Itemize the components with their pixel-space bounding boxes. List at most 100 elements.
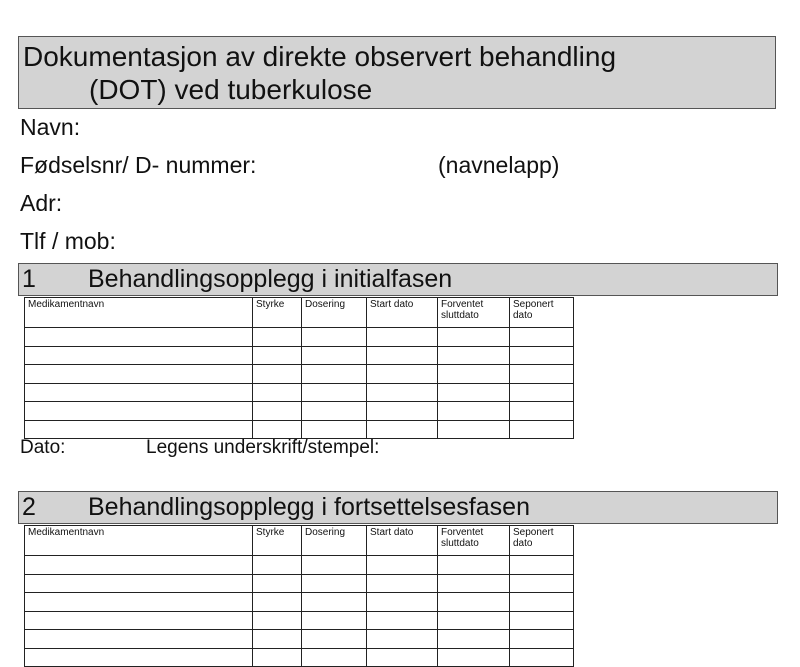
table-cell[interactable] (252, 382, 302, 402)
table-cell[interactable] (509, 629, 574, 649)
table-cell[interactable] (252, 364, 302, 384)
table-cell[interactable] (301, 327, 367, 347)
table-cell[interactable] (437, 382, 510, 402)
column-header: Medikamentnavn (24, 297, 253, 328)
table-cell[interactable] (509, 364, 574, 384)
column-header: Styrke (252, 297, 302, 328)
column-header: Dosering (301, 297, 367, 328)
table-cell[interactable] (437, 419, 510, 439)
section-number: 1 (22, 265, 36, 293)
table-cell[interactable] (252, 345, 302, 365)
table-cell[interactable] (437, 610, 510, 630)
table-cell[interactable] (366, 382, 438, 402)
table-row (24, 401, 574, 421)
table-cell[interactable] (437, 401, 510, 421)
section-title: Behandlingsopplegg i fortsettelsesfasen (88, 493, 530, 521)
table-cell[interactable] (24, 382, 253, 402)
table-cell[interactable] (509, 327, 574, 347)
table-cell[interactable] (301, 364, 367, 384)
table-cell[interactable] (24, 573, 253, 593)
table-cell[interactable] (366, 573, 438, 593)
table-cell[interactable] (24, 629, 253, 649)
table-cell[interactable] (437, 647, 510, 667)
table-cell[interactable] (437, 364, 510, 384)
table-cell[interactable] (252, 555, 302, 575)
table-cell[interactable] (437, 629, 510, 649)
table-cell[interactable] (252, 610, 302, 630)
table-cell[interactable] (301, 573, 367, 593)
navn-label: Navn: (20, 114, 81, 140)
table-cell[interactable] (509, 401, 574, 421)
table-cell[interactable] (252, 647, 302, 667)
table-cell[interactable] (24, 345, 253, 365)
tlf-label: Tlf / mob: (20, 228, 116, 254)
table-cell[interactable] (24, 610, 253, 630)
table-cell[interactable] (509, 382, 574, 402)
table-cell[interactable] (252, 629, 302, 649)
table-cell[interactable] (301, 592, 367, 612)
table-cell[interactable] (437, 555, 510, 575)
table-row (24, 345, 574, 365)
table-cell[interactable] (24, 401, 253, 421)
column-header: Medikamentnavn (24, 525, 253, 556)
table-cell[interactable] (24, 592, 253, 612)
column-header: Dosering (301, 525, 367, 556)
table-cell[interactable] (366, 364, 438, 384)
medication-table-continuation: Medikamentnavn Styrke Dosering Start dato Fo… (24, 525, 574, 667)
dato-label: Dato: (20, 437, 66, 458)
table-cell[interactable] (366, 401, 438, 421)
table-cell[interactable] (437, 573, 510, 593)
table-cell[interactable] (437, 345, 510, 365)
table-row (24, 327, 574, 347)
fodselsnr-label: Fødselsnr/ D- nummer: (20, 152, 257, 178)
table-row (24, 382, 574, 402)
table-cell[interactable] (366, 592, 438, 612)
table-cell[interactable] (509, 345, 574, 365)
table-cell[interactable] (301, 629, 367, 649)
adr-label: Adr: (20, 190, 63, 216)
table-cell[interactable] (301, 647, 367, 667)
table-cell[interactable] (301, 345, 367, 365)
table-row (24, 592, 574, 612)
table-cell[interactable] (24, 555, 253, 575)
table-cell[interactable] (366, 610, 438, 630)
table-cell[interactable] (437, 592, 510, 612)
table-cell[interactable] (252, 573, 302, 593)
table-cell[interactable] (509, 419, 574, 439)
table-cell[interactable] (24, 647, 253, 667)
table-cell[interactable] (301, 555, 367, 575)
table-cell[interactable] (301, 419, 367, 439)
table-cell[interactable] (24, 364, 253, 384)
table-cell[interactable] (24, 327, 253, 347)
table-header-row: Medikamentnavn Styrke Dosering Start dato Fo… (24, 297, 574, 328)
table-cell[interactable] (366, 647, 438, 667)
table-cell[interactable] (366, 327, 438, 347)
table-cell[interactable] (437, 327, 510, 347)
table-cell[interactable] (509, 573, 574, 593)
column-header: Seponert dato (509, 297, 574, 328)
section-1-header: 1 Behandlingsopplegg i initialfasen (18, 263, 778, 296)
table-row (24, 610, 574, 630)
table-cell[interactable] (252, 592, 302, 612)
table-cell[interactable] (509, 610, 574, 630)
table-cell[interactable] (366, 345, 438, 365)
document-title: Dokumentasjon av direkte observert behan… (18, 36, 776, 109)
table-cell[interactable] (366, 555, 438, 575)
column-header: Start dato (366, 525, 438, 556)
table-cell[interactable] (301, 382, 367, 402)
table-cell[interactable] (509, 592, 574, 612)
table-cell[interactable] (252, 401, 302, 421)
table-cell[interactable] (301, 401, 367, 421)
table-row (24, 555, 574, 575)
column-header: Forventet sluttdato (437, 297, 510, 328)
table-cell[interactable] (252, 419, 302, 439)
table-cell[interactable] (366, 629, 438, 649)
table-row (24, 647, 574, 667)
column-header: Seponert dato (509, 525, 574, 556)
table-cell[interactable] (509, 647, 574, 667)
table-cell[interactable] (24, 419, 253, 439)
table-cell[interactable] (301, 610, 367, 630)
table-cell[interactable] (252, 327, 302, 347)
table-cell[interactable] (509, 555, 574, 575)
table-cell[interactable] (366, 419, 438, 439)
